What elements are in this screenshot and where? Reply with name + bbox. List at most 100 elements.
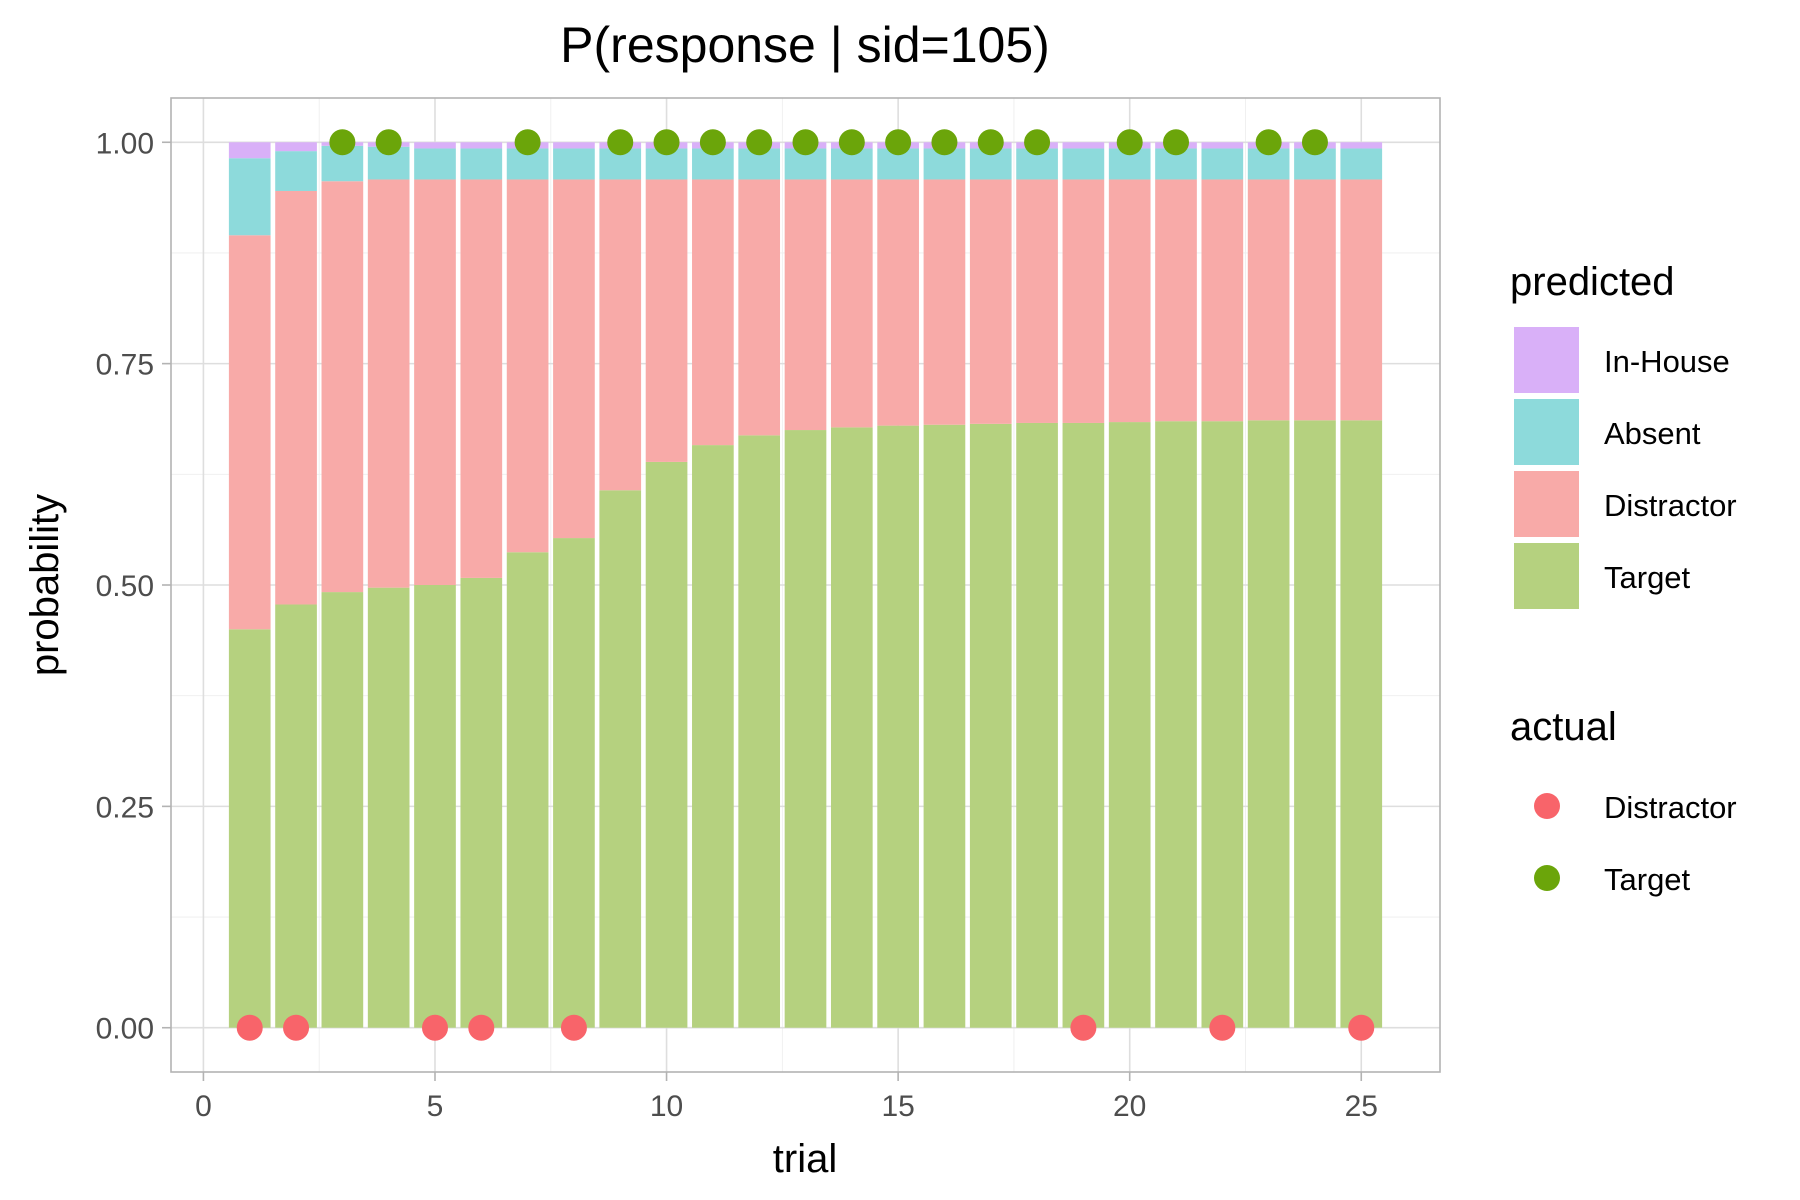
bar-segment-distractor	[321, 181, 364, 593]
legend-swatch-absent	[1514, 399, 1579, 465]
bar-segment-distractor	[1016, 179, 1058, 423]
bar-segment-target	[414, 585, 456, 1028]
bar-segment-target	[692, 445, 734, 1028]
bar-segment-distractor	[553, 179, 595, 539]
bar-segment-target	[1294, 420, 1336, 1028]
bar-segment-target	[506, 552, 549, 1028]
legend-actual-title: actual	[1510, 705, 1617, 749]
actual-point-target	[1116, 129, 1143, 156]
bar-segment-distractor	[692, 179, 734, 446]
bar-segment-target	[1155, 421, 1197, 1028]
bar-segment-target	[738, 435, 781, 1028]
bar-segment-distractor	[1155, 179, 1197, 422]
legend-label: Target	[1604, 560, 1691, 595]
bar-segment-distractor	[367, 179, 410, 588]
bar-segment-distractor	[784, 179, 827, 431]
x-tick-label: 0	[195, 1090, 212, 1123]
bar-segment-target	[830, 427, 873, 1028]
actual-point-distractor	[560, 1014, 587, 1041]
actual-point-target	[699, 129, 726, 156]
bar-segment-absent	[228, 158, 271, 236]
chart-title: P(response | sid=105)	[560, 17, 1050, 73]
bar-segment-distractor	[1201, 179, 1244, 422]
legend-label: In-House	[1604, 344, 1730, 379]
actual-point-distractor	[421, 1014, 448, 1041]
actual-point-target	[607, 129, 634, 156]
x-tick-label: 25	[1345, 1090, 1378, 1123]
bar-segment-distractor	[414, 179, 456, 585]
bar-segment-distractor	[877, 179, 919, 426]
legend-point-distractor	[1534, 793, 1560, 819]
bar-segment-target	[1016, 422, 1058, 1028]
actual-point-distractor	[468, 1014, 495, 1041]
bar-segment-in-house	[553, 142, 595, 149]
bar-segment-in-house	[1340, 142, 1383, 149]
x-tick-label: 20	[1113, 1090, 1146, 1123]
actual-points	[236, 129, 1375, 1041]
legend-predicted-title: predicted	[1510, 260, 1675, 304]
legend-swatch-target	[1514, 543, 1579, 609]
bar-segment-target	[1340, 420, 1383, 1028]
x-axis-title: trial	[773, 1137, 837, 1181]
bar-segment-distractor	[738, 179, 781, 436]
actual-point-target	[1024, 129, 1051, 156]
actual-point-target	[1163, 129, 1190, 156]
legend-point-target	[1534, 865, 1560, 891]
bar-segment-distractor	[1340, 179, 1383, 421]
bar-segment-target	[599, 490, 642, 1028]
bar-segment-target	[553, 538, 595, 1028]
bar-segment-distractor	[599, 179, 642, 491]
bar-segment-distractor	[1062, 179, 1105, 423]
bar-segment-target	[228, 629, 271, 1028]
x-tick-label: 15	[881, 1090, 914, 1123]
bar-segment-distractor	[275, 190, 317, 605]
y-axis: 0.00 0.25 0.50 0.75 1.00	[96, 127, 171, 1046]
bar-segment-target	[877, 425, 919, 1028]
bar-segment-distractor	[830, 179, 873, 428]
bar-segment-in-house	[1062, 142, 1105, 149]
actual-point-target	[931, 129, 958, 156]
legend-label: Distractor	[1604, 488, 1737, 523]
bar-segment-target	[460, 577, 503, 1028]
plot-panel	[170, 97, 1441, 1073]
bar-segment-in-house	[275, 142, 317, 152]
legend-label: Absent	[1604, 416, 1701, 451]
actual-point-target	[1301, 129, 1328, 156]
bar-segment-absent	[1340, 148, 1383, 180]
bar-segment-target	[321, 592, 364, 1028]
legend-predicted: predicted In-House Absent Distractor Target	[1510, 260, 1737, 609]
actual-point-distractor	[283, 1014, 310, 1041]
bar-segment-target	[1201, 421, 1244, 1028]
bar-segment-in-house	[1201, 142, 1244, 149]
bar-segment-distractor	[506, 179, 549, 553]
bar-segment-target	[1247, 420, 1290, 1028]
actual-point-distractor	[1070, 1014, 1097, 1041]
actual-point-distractor	[236, 1014, 263, 1041]
legend-label: Target	[1604, 862, 1691, 897]
bar-segment-target	[275, 604, 317, 1028]
y-tick-label: 0.75	[96, 349, 154, 382]
bar-segment-target	[923, 424, 966, 1028]
bar-segment-distractor	[1108, 179, 1151, 423]
actual-point-target	[746, 129, 773, 156]
actual-point-target	[838, 129, 865, 156]
bar-segment-absent	[460, 148, 503, 180]
bar-segment-distractor	[969, 179, 1012, 424]
bar-segment-target	[784, 430, 827, 1028]
bar-segment-absent	[1062, 148, 1105, 180]
actual-point-distractor	[1209, 1014, 1236, 1041]
bar-segment-target	[1108, 422, 1151, 1028]
actual-point-target	[1255, 129, 1282, 156]
bar-segment-distractor	[460, 179, 503, 578]
bar-segment-absent	[553, 148, 595, 180]
bar-segment-absent	[1201, 148, 1244, 180]
bar-segment-target	[969, 423, 1012, 1028]
actual-point-target	[514, 129, 541, 156]
actual-point-target	[329, 129, 356, 156]
legend-actual: actual Distractor Target	[1510, 705, 1737, 897]
actual-point-target	[375, 129, 402, 156]
bar-segment-distractor	[228, 235, 271, 630]
y-tick-label: 1.00	[96, 127, 154, 160]
x-axis: 0 5 10 15 20 25	[195, 1072, 1378, 1123]
